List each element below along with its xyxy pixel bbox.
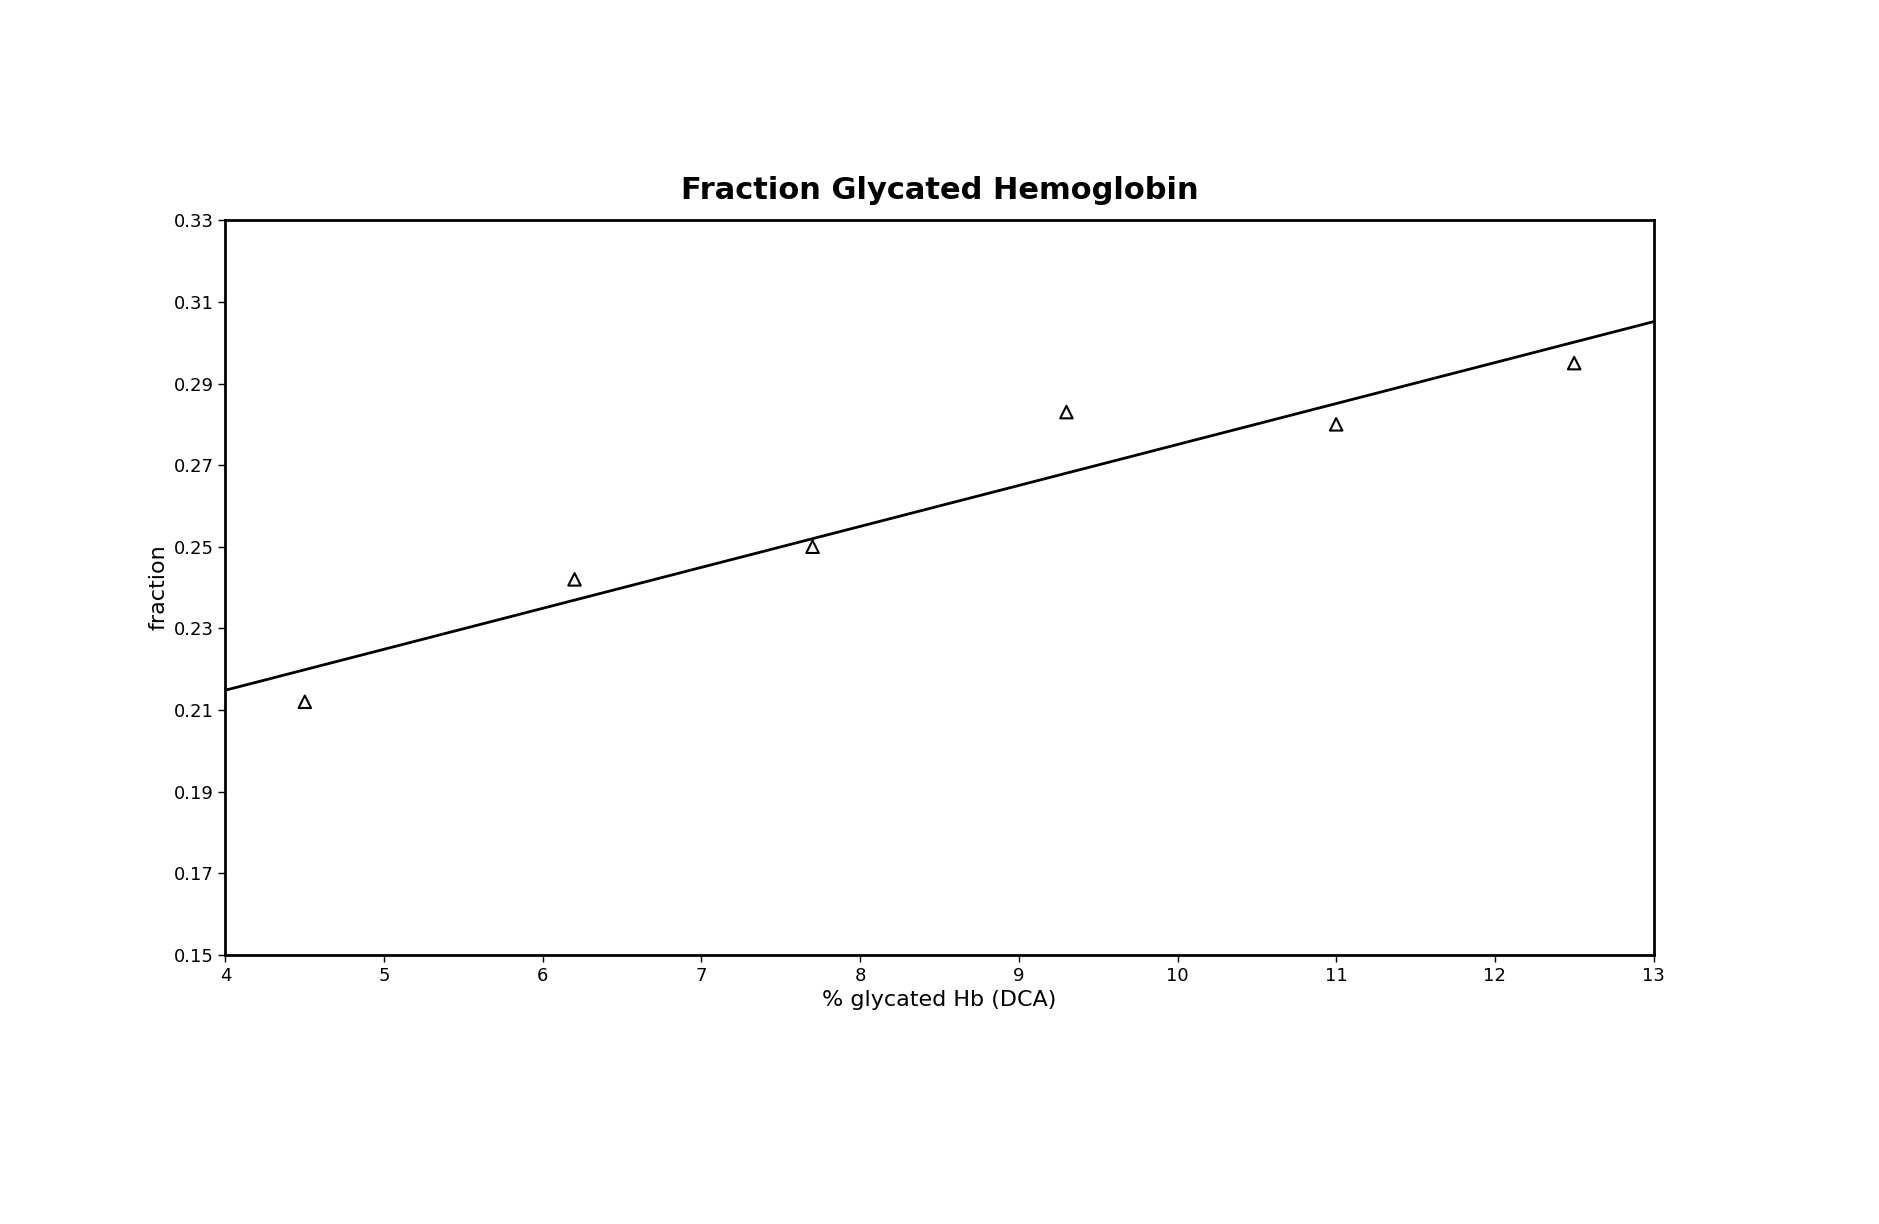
- X-axis label: % glycated Hb (DCA): % glycated Hb (DCA): [823, 990, 1056, 1010]
- Point: [797, 537, 827, 557]
- Point: [1560, 354, 1590, 373]
- Y-axis label: fraction: fraction: [148, 545, 167, 630]
- Point: [560, 569, 590, 589]
- Point: [289, 692, 319, 711]
- Point: [1321, 415, 1351, 435]
- Point: [1052, 403, 1082, 422]
- Title: Fraction Glycated Hemoglobin: Fraction Glycated Hemoglobin: [680, 176, 1199, 206]
